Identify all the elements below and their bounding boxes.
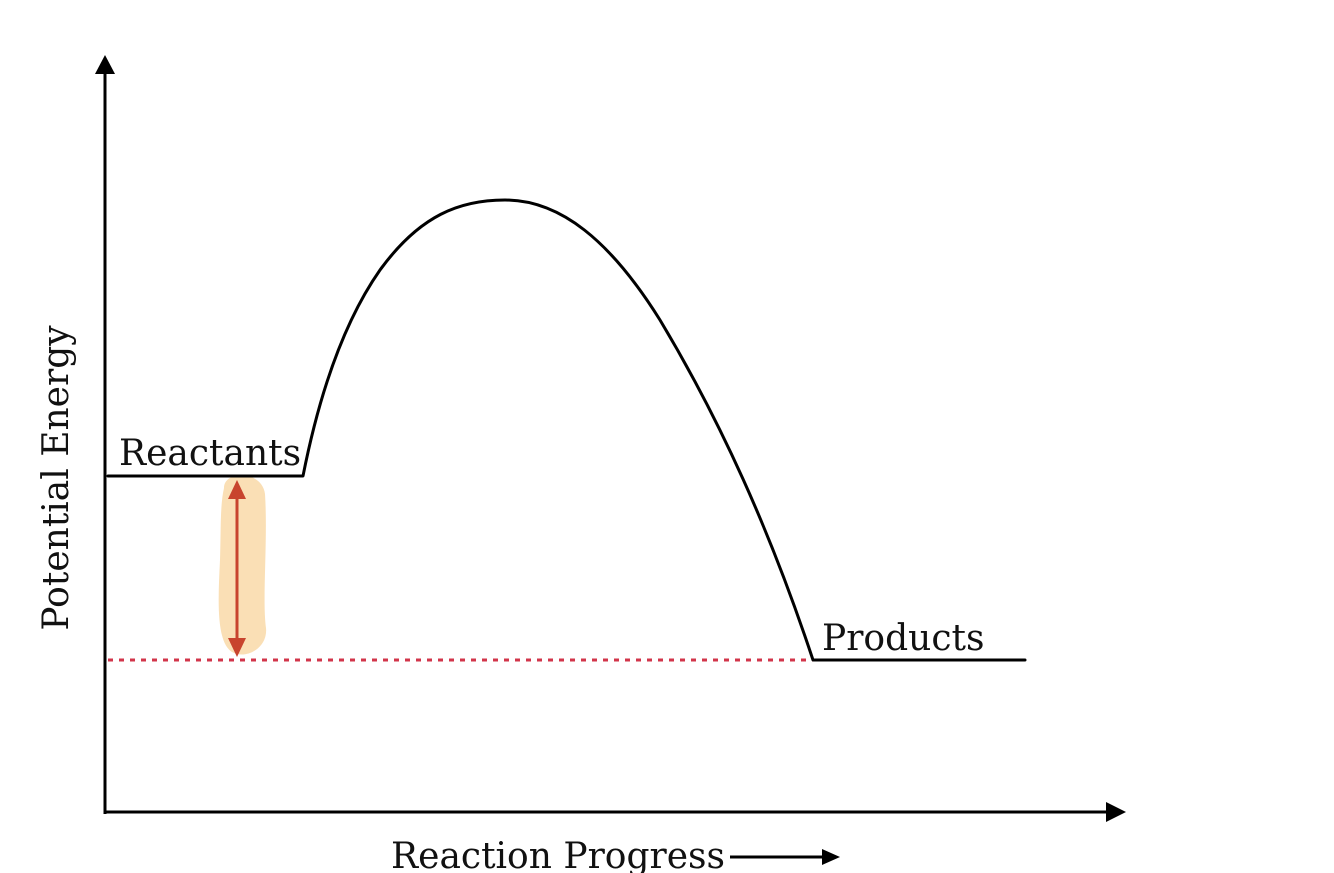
- reactants-label: Reactants: [119, 433, 301, 474]
- y-axis: [95, 55, 115, 814]
- arrow-head-up: [228, 480, 246, 499]
- arrow-head-down: [228, 638, 246, 657]
- products-label: Products: [822, 618, 984, 659]
- x-axis-label: Reaction Progress: [391, 836, 725, 873]
- y-axis-label: Potential Energy: [36, 325, 77, 631]
- highlight-marker: [218, 475, 267, 655]
- x-axis-arrowhead: [1106, 802, 1126, 822]
- energy-curve: [106, 198, 1027, 662]
- y-axis-arrowhead: [95, 55, 115, 74]
- x-axis: [105, 802, 1126, 822]
- x-axis-label-arrow: [730, 849, 840, 865]
- energy-difference-arrow: [228, 480, 246, 657]
